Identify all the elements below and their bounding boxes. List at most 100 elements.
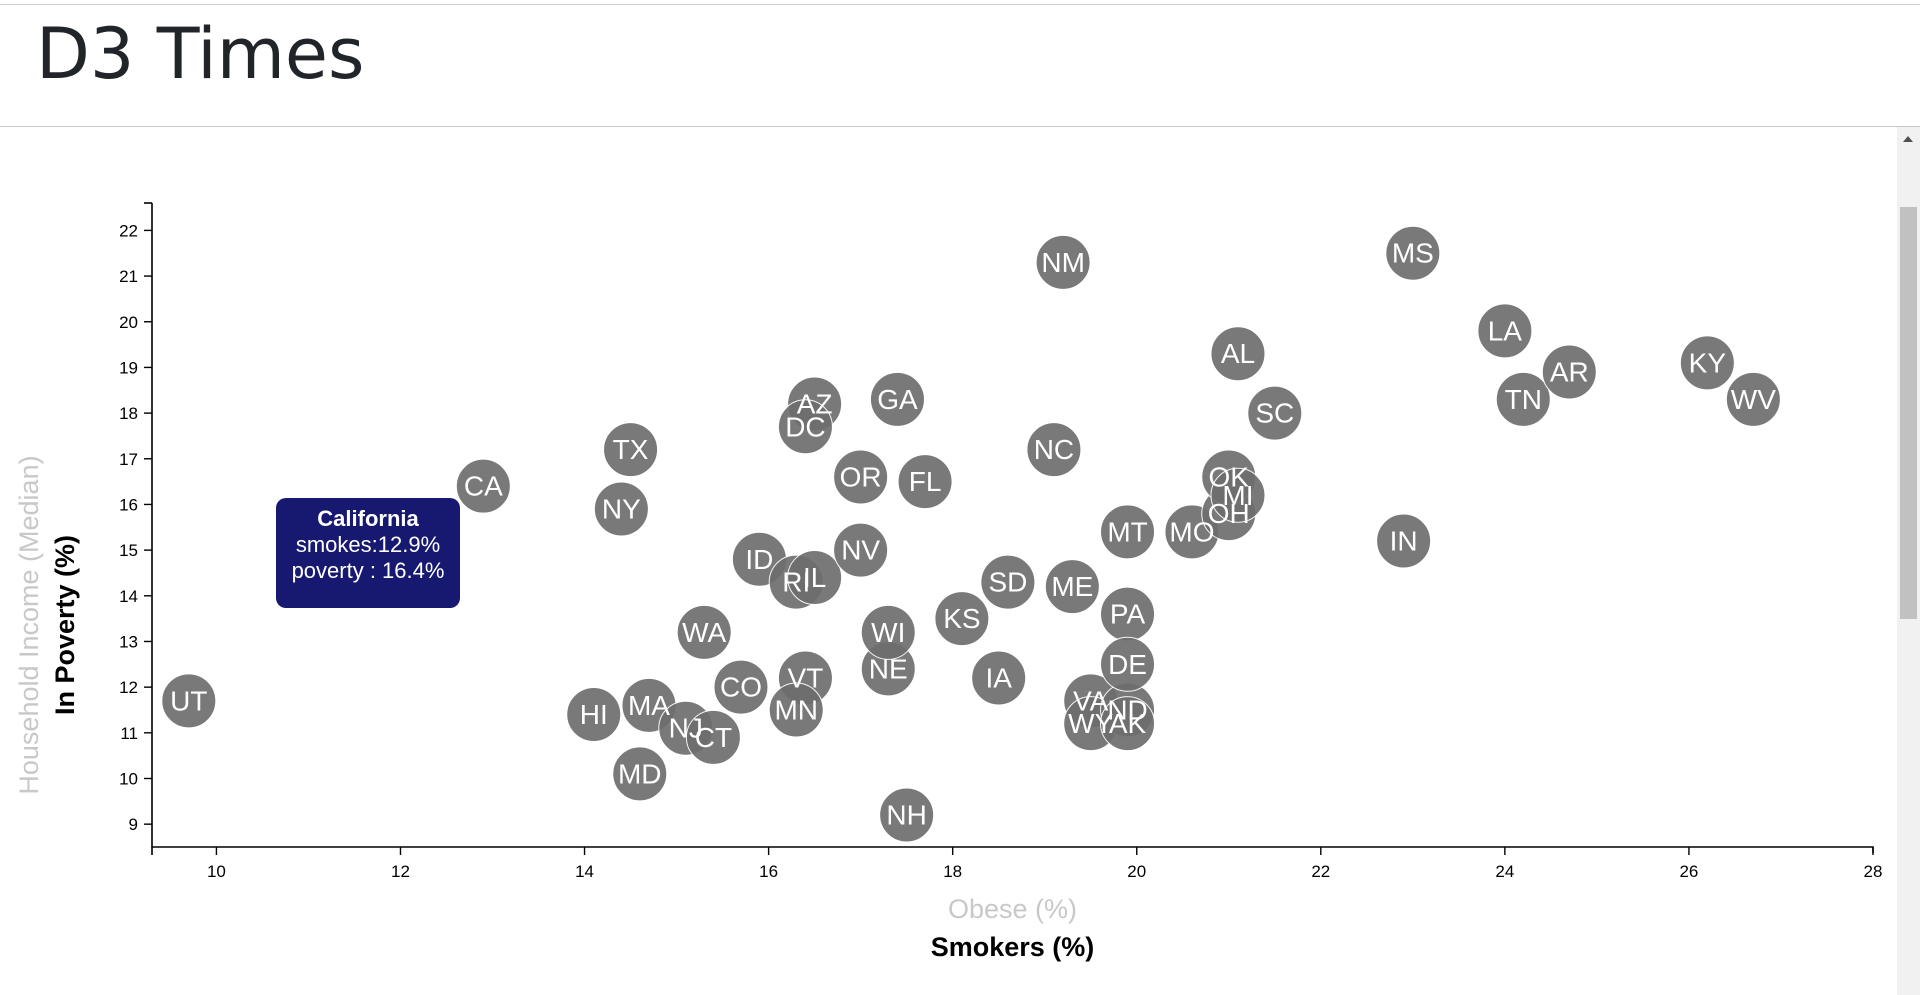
scatter-chart: 10 12 14 16 18 20 22 24 26 28 9 10 11 12 13 14 15 16 17 18 1…: [14, 202, 1883, 962]
state-label-wi: WI: [871, 617, 905, 648]
state-circle-nv[interactable]: [833, 522, 889, 578]
y-tick-label: 14: [119, 587, 138, 606]
state-label-ak: AK: [1109, 708, 1147, 739]
state-label-ok: OK: [1209, 462, 1250, 493]
state-label-vt: VT: [788, 663, 824, 694]
state-circle-wa[interactable]: [676, 604, 732, 660]
state-label-oh: OH: [1208, 498, 1250, 529]
state-circle-ia[interactable]: [971, 650, 1027, 706]
x-tick-label: 22: [1311, 862, 1330, 881]
state-circle-ar[interactable]: [1541, 344, 1597, 400]
state-label-ia: IA: [985, 663, 1012, 694]
y-tick-label: 22: [119, 221, 138, 240]
state-label-me: ME: [1051, 571, 1093, 602]
state-circle-ca[interactable]: [455, 458, 511, 514]
state-label-nj: NJ: [669, 713, 703, 744]
state-label-ma: MA: [628, 690, 670, 721]
state-circle-la[interactable]: [1477, 303, 1533, 359]
scroll-up-arrow-icon[interactable]: [1903, 136, 1913, 142]
state-circle-ak[interactable]: [1100, 696, 1156, 752]
state-label-mt: MT: [1107, 516, 1147, 547]
state-label-tn: TN: [1505, 384, 1542, 415]
x-tick-label: 20: [1127, 862, 1146, 881]
state-label-fl: FL: [909, 466, 942, 497]
state-circle-nc[interactable]: [1026, 422, 1082, 478]
state-circle-fl[interactable]: [897, 454, 953, 510]
state-label-id: ID: [745, 544, 773, 575]
state-label-ri: RI: [782, 567, 810, 598]
state-circle-ny[interactable]: [593, 481, 649, 537]
state-label-ca: CA: [464, 471, 503, 502]
tooltip-state-name: California: [317, 506, 419, 531]
y-tick-label: 16: [119, 495, 138, 514]
state-circle-il[interactable]: [787, 550, 843, 606]
state-label-de: DE: [1108, 649, 1147, 680]
state-label-co: CO: [720, 672, 762, 703]
y-tick-label: 11: [120, 724, 138, 743]
state-circle-ks[interactable]: [934, 591, 990, 647]
x-tick-label: 16: [759, 862, 778, 881]
x-axis-label-inactive[interactable]: Obese (%): [948, 894, 1077, 924]
state-circle-ga[interactable]: [869, 371, 925, 427]
x-tick-label: 28: [1864, 862, 1883, 881]
x-tick-label: 24: [1495, 862, 1514, 881]
state-label-az: AZ: [797, 388, 833, 419]
tooltip: California smokes:12.9% poverty : 16.4%: [276, 498, 460, 608]
state-label-nc: NC: [1034, 434, 1074, 465]
y-tick-label: 21: [119, 267, 138, 286]
page-title: D3 Times: [36, 13, 365, 95]
state-circle-ky[interactable]: [1679, 335, 1735, 391]
state-label-ct: CT: [695, 722, 732, 753]
y-tick-label: 15: [119, 541, 138, 560]
y-tick-label: 18: [119, 404, 138, 423]
tooltip-smokes: smokes:12.9%: [295, 532, 441, 557]
state-label-ut: UT: [170, 685, 207, 716]
state-label-il: IL: [803, 562, 826, 593]
state-circle-mt[interactable]: [1100, 504, 1156, 560]
state-circle-mi[interactable]: [1210, 467, 1266, 523]
x-tick-label: 26: [1679, 862, 1698, 881]
state-label-nd: ND: [1107, 694, 1147, 725]
y-axis-label-active[interactable]: In Poverty (%): [50, 535, 80, 715]
state-label-hi: HI: [580, 699, 608, 730]
state-circle-md[interactable]: [612, 746, 668, 802]
state-label-mn: MN: [774, 694, 818, 725]
state-circle-ct[interactable]: [685, 709, 741, 765]
state-circle-me[interactable]: [1044, 559, 1100, 615]
state-circle-tx[interactable]: [603, 422, 659, 478]
state-label-wa: WA: [682, 617, 726, 648]
x-axis-label-active[interactable]: Smokers (%): [931, 932, 1095, 962]
state-circle-hi[interactable]: [566, 687, 622, 743]
state-circle-or[interactable]: [833, 449, 889, 505]
state-circle-ut[interactable]: [161, 673, 217, 729]
state-circle-wv[interactable]: [1725, 371, 1781, 427]
state-circle-nh[interactable]: [879, 787, 935, 843]
state-circle-wi[interactable]: [860, 604, 916, 660]
state-circle-sd[interactable]: [980, 554, 1036, 610]
state-label-dc: DC: [785, 411, 825, 442]
state-label-wv: WV: [1731, 384, 1776, 415]
x-tick-label: 18: [943, 862, 962, 881]
state-circle-al[interactable]: [1210, 326, 1266, 382]
state-circle-mn[interactable]: [768, 682, 824, 738]
state-label-ks: KS: [943, 603, 980, 634]
state-circle-dc[interactable]: [777, 399, 833, 455]
state-circle-tn[interactable]: [1495, 371, 1551, 427]
x-tick-label: 10: [207, 862, 226, 881]
y-axis-label-inactive[interactable]: Household Income (Median): [14, 455, 44, 794]
state-circle-de[interactable]: [1100, 636, 1156, 692]
state-label-or: OR: [840, 462, 882, 493]
state-label-tx: TX: [613, 434, 649, 465]
state-label-nm: NM: [1041, 247, 1085, 278]
state-label-ms: MS: [1392, 238, 1434, 269]
state-circle-sc[interactable]: [1247, 385, 1303, 441]
state-circle-nm[interactable]: [1035, 234, 1091, 290]
state-label-md: MD: [618, 758, 662, 789]
state-label-nv: NV: [841, 535, 880, 566]
state-circle-ms[interactable]: [1385, 225, 1441, 281]
state-circle-co[interactable]: [713, 659, 769, 715]
state-label-ne: NE: [869, 653, 908, 684]
state-circle-in[interactable]: [1376, 513, 1432, 569]
scrollbar-thumb[interactable]: [1900, 207, 1917, 619]
state-label-nh: NH: [886, 800, 926, 831]
